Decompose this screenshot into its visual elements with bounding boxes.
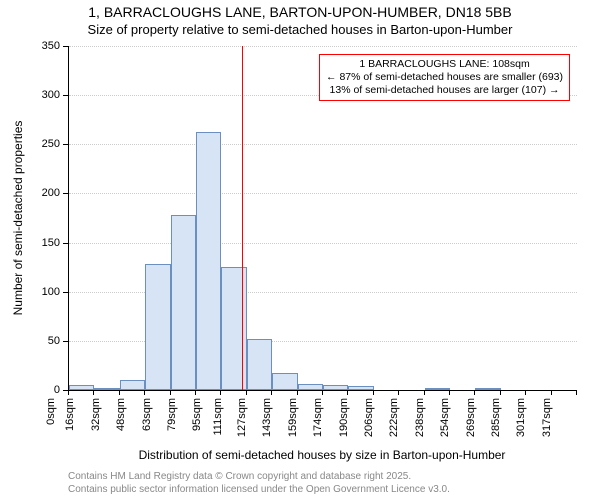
y-tick-label: 250 bbox=[42, 138, 60, 150]
x-tick-mark bbox=[322, 390, 323, 395]
y-tick-label: 50 bbox=[48, 335, 60, 347]
y-tick-label: 350 bbox=[42, 40, 60, 52]
x-tick-label: 0sqm bbox=[45, 398, 57, 425]
x-tick-mark bbox=[271, 390, 272, 395]
x-tick-mark bbox=[551, 390, 552, 395]
histogram-bar bbox=[298, 384, 323, 390]
x-tick-mark bbox=[424, 390, 425, 395]
y-tick-mark bbox=[63, 193, 68, 194]
histogram-bar bbox=[425, 388, 450, 390]
histogram-bar bbox=[323, 385, 348, 390]
x-tick-label: 238sqm bbox=[414, 398, 426, 437]
x-tick-label: 206sqm bbox=[363, 398, 375, 437]
x-tick-label: 301sqm bbox=[515, 398, 527, 437]
x-tick-mark bbox=[119, 390, 120, 395]
annotation-line-1: 1 BARRACLOUGHS LANE: 108sqm bbox=[326, 58, 563, 71]
histogram-bar bbox=[145, 264, 170, 390]
histogram-bar bbox=[272, 373, 297, 390]
x-tick-mark bbox=[170, 390, 171, 395]
y-tick-mark bbox=[63, 46, 68, 47]
histogram-bar bbox=[69, 385, 94, 390]
histogram-bar bbox=[221, 267, 246, 390]
x-tick-label: 269sqm bbox=[465, 398, 477, 437]
x-tick-mark bbox=[195, 390, 196, 395]
x-tick-label: 174sqm bbox=[312, 398, 324, 437]
histogram-bar bbox=[94, 388, 119, 390]
x-tick-label: 95sqm bbox=[191, 398, 203, 431]
x-tick-label: 222sqm bbox=[388, 398, 400, 437]
histogram-bar bbox=[196, 132, 221, 390]
x-tick-mark bbox=[144, 390, 145, 395]
x-tick-label: 159sqm bbox=[287, 398, 299, 437]
y-tick-label: 150 bbox=[42, 237, 60, 249]
x-tick-label: 48sqm bbox=[115, 398, 127, 431]
footer-line-1: Contains HM Land Registry data © Crown c… bbox=[68, 471, 450, 484]
footer-line-2: Contains public sector information licen… bbox=[68, 484, 450, 497]
x-tick-mark bbox=[93, 390, 94, 395]
x-tick-mark bbox=[220, 390, 221, 395]
chart-container: 1, BARRACLOUGHS LANE, BARTON-UPON-HUMBER… bbox=[0, 0, 600, 500]
y-tick-mark bbox=[63, 144, 68, 145]
x-tick-mark bbox=[449, 390, 450, 395]
y-tick-mark bbox=[63, 292, 68, 293]
histogram-bar bbox=[348, 386, 373, 390]
gridline bbox=[69, 243, 577, 244]
x-tick-mark bbox=[347, 390, 348, 395]
y-axis-label: Number of semi-detached properties bbox=[11, 121, 25, 316]
histogram-bar bbox=[120, 380, 145, 390]
x-tick-label: 317sqm bbox=[541, 398, 553, 437]
annotation-line-3: 13% of semi-detached houses are larger (… bbox=[326, 84, 563, 97]
x-tick-label: 111sqm bbox=[212, 398, 224, 436]
x-tick-mark bbox=[398, 390, 399, 395]
y-tick-label: 300 bbox=[42, 89, 60, 101]
y-tick-label: 0 bbox=[54, 384, 60, 396]
x-tick-mark bbox=[576, 390, 577, 395]
histogram-bar bbox=[171, 215, 196, 390]
x-tick-mark bbox=[246, 390, 247, 395]
y-tick-mark bbox=[63, 341, 68, 342]
x-tick-label: 190sqm bbox=[338, 398, 350, 437]
y-tick-label: 100 bbox=[42, 286, 60, 298]
annotation-box: 1 BARRACLOUGHS LANE: 108sqm ← 87% of sem… bbox=[319, 54, 570, 101]
x-tick-label: 16sqm bbox=[64, 398, 76, 431]
x-tick-mark bbox=[500, 390, 501, 395]
y-tick-mark bbox=[63, 95, 68, 96]
x-tick-mark bbox=[297, 390, 298, 395]
x-tick-label: 143sqm bbox=[261, 398, 273, 437]
x-tick-label: 32sqm bbox=[90, 398, 102, 431]
x-tick-label: 63sqm bbox=[141, 398, 153, 431]
x-tick-label: 285sqm bbox=[490, 398, 502, 437]
title-line-1: 1, BARRACLOUGHS LANE, BARTON-UPON-HUMBER… bbox=[0, 4, 600, 22]
x-tick-mark bbox=[373, 390, 374, 395]
chart-title: 1, BARRACLOUGHS LANE, BARTON-UPON-HUMBER… bbox=[0, 4, 600, 38]
title-line-2: Size of property relative to semi-detach… bbox=[0, 22, 600, 38]
annotation-line-2: ← 87% of semi-detached houses are smalle… bbox=[326, 71, 563, 84]
gridline bbox=[69, 144, 577, 145]
x-tick-label: 127sqm bbox=[236, 398, 248, 437]
y-tick-mark bbox=[63, 243, 68, 244]
gridline bbox=[69, 46, 577, 47]
x-tick-mark bbox=[474, 390, 475, 395]
x-tick-mark bbox=[525, 390, 526, 395]
gridline bbox=[69, 193, 577, 194]
x-tick-label: 254sqm bbox=[439, 398, 451, 437]
y-tick-label: 200 bbox=[42, 187, 60, 199]
x-tick-label: 79sqm bbox=[166, 398, 178, 431]
marker-line bbox=[242, 46, 243, 390]
x-axis-label: Distribution of semi-detached houses by … bbox=[139, 448, 506, 462]
histogram-bar bbox=[475, 388, 500, 390]
histogram-bar bbox=[247, 339, 272, 390]
x-tick-mark bbox=[68, 390, 69, 395]
footer-attribution: Contains HM Land Registry data © Crown c… bbox=[68, 471, 450, 496]
